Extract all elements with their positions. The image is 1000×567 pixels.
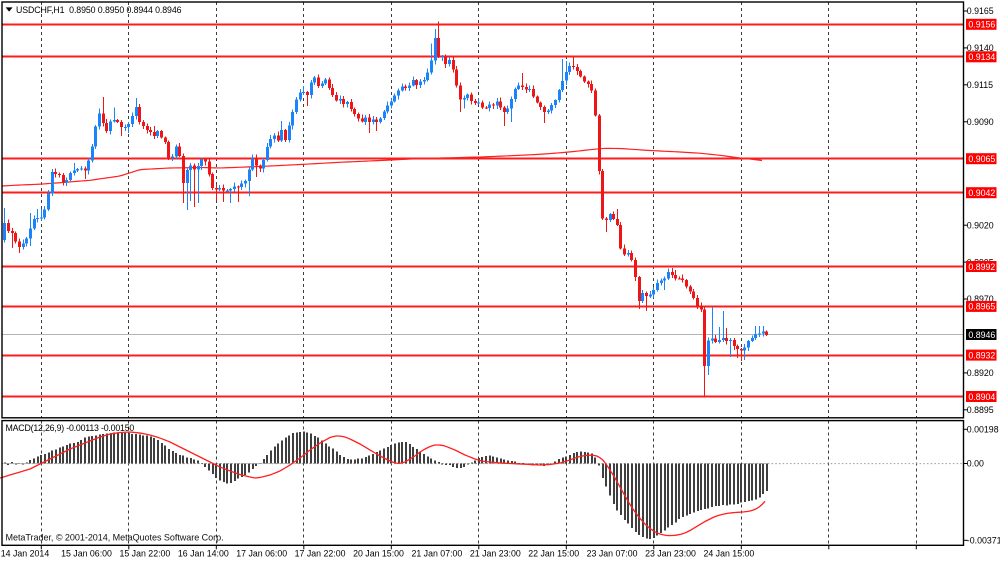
svg-text:17 Jan 06:00: 17 Jan 06:00	[236, 548, 287, 558]
svg-text:23 Jan 07:00: 23 Jan 07:00	[587, 548, 638, 558]
svg-text:20 Jan 15:00: 20 Jan 15:00	[353, 548, 404, 558]
svg-text:24 Jan 15:00: 24 Jan 15:00	[703, 548, 754, 558]
svg-text:15 Jan 06:00: 15 Jan 06:00	[61, 548, 112, 558]
svg-text:MACD(12,26,9) -0.00113 -0.0015: MACD(12,26,9) -0.00113 -0.00150	[6, 423, 135, 433]
svg-text:22 Jan 15:00: 22 Jan 15:00	[528, 548, 579, 558]
svg-text:0.8932: 0.8932	[968, 350, 995, 360]
svg-text:0.8946: 0.8946	[968, 330, 995, 340]
svg-text:21 Jan 07:00: 21 Jan 07:00	[411, 548, 462, 558]
svg-text:0.9042: 0.9042	[968, 188, 995, 198]
svg-text:14 Jan 2014: 14 Jan 2014	[1, 548, 50, 558]
svg-text:0.00198: 0.00198	[967, 425, 999, 435]
svg-text:0.8904: 0.8904	[968, 392, 995, 402]
svg-text:0.9065: 0.9065	[968, 154, 995, 164]
svg-text:17 Jan 22:00: 17 Jan 22:00	[295, 548, 346, 558]
svg-text:0.8992: 0.8992	[968, 262, 995, 272]
svg-text:0.9165: 0.9165	[967, 6, 994, 16]
svg-text:0.9020: 0.9020	[967, 220, 994, 230]
svg-text:15 Jan 22:00: 15 Jan 22:00	[119, 548, 170, 558]
svg-text:23 Jan 23:00: 23 Jan 23:00	[645, 548, 696, 558]
svg-text:0.9115: 0.9115	[967, 80, 993, 90]
svg-text:0.9156: 0.9156	[968, 20, 995, 30]
svg-text:0.8895: 0.8895	[967, 405, 994, 415]
svg-text:16 Jan 14:00: 16 Jan 14:00	[178, 548, 229, 558]
svg-text:MetaTrader, © 2001-2014, MetaQ: MetaTrader, © 2001-2014, MetaQuotes Soft…	[6, 532, 224, 542]
svg-text:21 Jan 23:00: 21 Jan 23:00	[470, 548, 521, 558]
svg-text:USDCHF,H1 0.8950 0.8950 0.894: USDCHF,H1 0.8950 0.8950 0.8944 0.8946	[16, 5, 182, 15]
svg-text:0.8970: 0.8970	[967, 294, 994, 304]
svg-text:0.8965: 0.8965	[968, 302, 995, 312]
svg-text:0.8920: 0.8920	[967, 368, 994, 378]
svg-text:0.00: 0.00	[967, 459, 984, 469]
svg-text:0.9140: 0.9140	[967, 43, 994, 53]
svg-text:-0.00371: -0.00371	[967, 536, 1000, 546]
svg-text:0.9134: 0.9134	[968, 52, 995, 62]
svg-text:0.9090: 0.9090	[967, 117, 994, 127]
